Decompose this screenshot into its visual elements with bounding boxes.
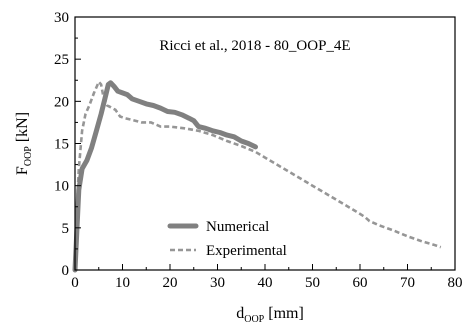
- x-axis-label-main: d: [236, 305, 244, 322]
- x-tick-label: 80: [448, 275, 463, 291]
- y-tick-label: 15: [54, 137, 69, 153]
- x-tick-label: 40: [258, 275, 273, 291]
- x-tick-label: 60: [353, 275, 368, 291]
- legend: Numerical Experimental: [167, 219, 287, 259]
- x-axis-label-sub: OOP: [244, 314, 264, 325]
- y-axis-label-sub: OOP: [23, 146, 34, 166]
- ticks-layer: 0 10 20 30 40 50 60 70 80 0 5 10 15 20 25 30: [54, 10, 463, 291]
- legend-label-experimental: Experimental: [206, 243, 287, 259]
- x-tick-label: 70: [400, 275, 415, 291]
- x-axis-label-unit: [mm]: [264, 305, 304, 322]
- series-layer: [72, 79, 442, 273]
- y-tick-label: 0: [62, 263, 70, 279]
- x-axis-label: dOOP [mm]: [236, 305, 304, 325]
- x-tick-label: 20: [163, 275, 178, 291]
- x-tick-label: 50: [305, 275, 320, 291]
- y-tick-label: 25: [54, 52, 69, 68]
- chart-title: Ricci et al., 2018 - 80_OOP_4E: [159, 38, 350, 54]
- y-tick-label: 5: [62, 221, 70, 237]
- y-tick-label: 20: [54, 94, 69, 110]
- y-axis-label-main: F: [14, 166, 31, 175]
- legend-label-numerical: Numerical: [206, 219, 269, 235]
- series-line-numerical: [72, 80, 258, 273]
- x-tick-label: 30: [210, 275, 225, 291]
- y-tick-label: 10: [54, 179, 69, 195]
- series-line-experimental: [73, 79, 442, 271]
- x-tick-label: 0: [71, 275, 79, 291]
- y-axis-label-unit: [kN]: [14, 112, 31, 146]
- x-tick-label: 10: [115, 275, 130, 291]
- y-tick-label: 30: [54, 10, 69, 26]
- y-axis-label: FOOP [kN]: [14, 112, 34, 175]
